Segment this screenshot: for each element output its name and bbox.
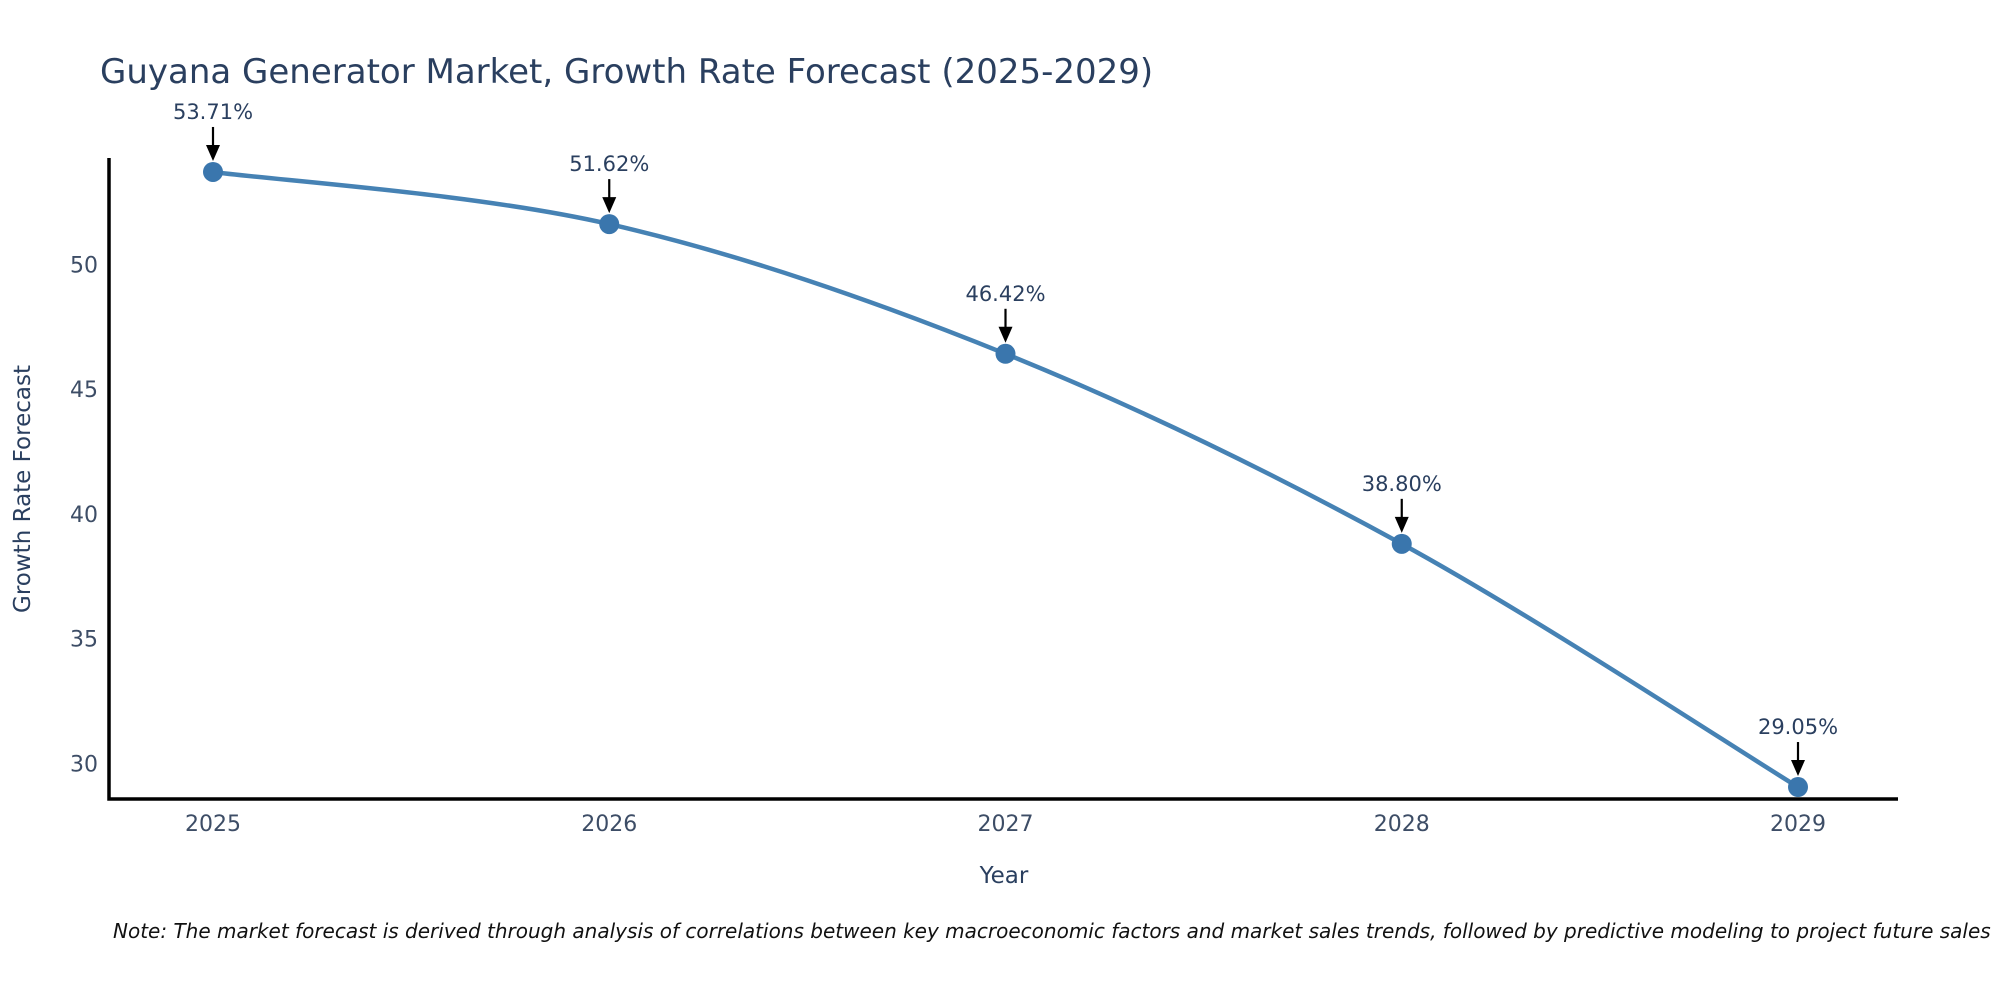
chart-footnote: Note: The market forecast is derived thr… — [113, 919, 1991, 943]
data-point-label: 38.80% — [1362, 472, 1442, 496]
x-tick-label: 2029 — [1770, 812, 1826, 837]
x-axis-title: Year — [979, 863, 1029, 889]
annotation-arrowhead — [998, 326, 1013, 343]
data-point-marker — [1391, 533, 1412, 554]
y-tick-label: 40 — [70, 503, 98, 528]
forecast-line — [210, 169, 1801, 790]
data-point-marker — [1788, 777, 1808, 798]
data-point-label: 51.62% — [569, 152, 649, 176]
data-point-label: 53.71% — [173, 100, 253, 124]
y-tick-label: 45 — [70, 378, 98, 403]
annotation-arrowhead — [1394, 516, 1409, 533]
annotation-arrowhead — [206, 144, 220, 161]
data-point-marker — [599, 214, 620, 235]
data-point-label: 46.42% — [965, 282, 1045, 306]
y-tick-label: 50 — [70, 254, 98, 279]
annotation-arrowhead — [602, 197, 617, 214]
data-point-label: 29.05% — [1758, 715, 1838, 739]
x-tick-label: 2026 — [581, 812, 637, 837]
annotation-arrowhead — [1791, 760, 1805, 777]
y-tick-label: 30 — [70, 752, 98, 777]
x-tick-label: 2027 — [978, 812, 1034, 837]
x-tick-label: 2028 — [1374, 812, 1430, 837]
chart-title: Guyana Generator Market, Growth Rate For… — [100, 52, 1153, 92]
y-tick-label: 35 — [70, 628, 98, 653]
axis-lines — [107, 158, 1898, 801]
y-axis-title: Growth Rate Forecast — [10, 365, 36, 613]
plot-area: 30 35 40 45 50 2025 2026 2027 2028 2029 53.71% 51.6… — [70, 100, 1898, 837]
x-tick-label: 2025 — [185, 812, 241, 837]
data-point-marker — [203, 161, 223, 182]
data-point-marker — [995, 343, 1016, 364]
